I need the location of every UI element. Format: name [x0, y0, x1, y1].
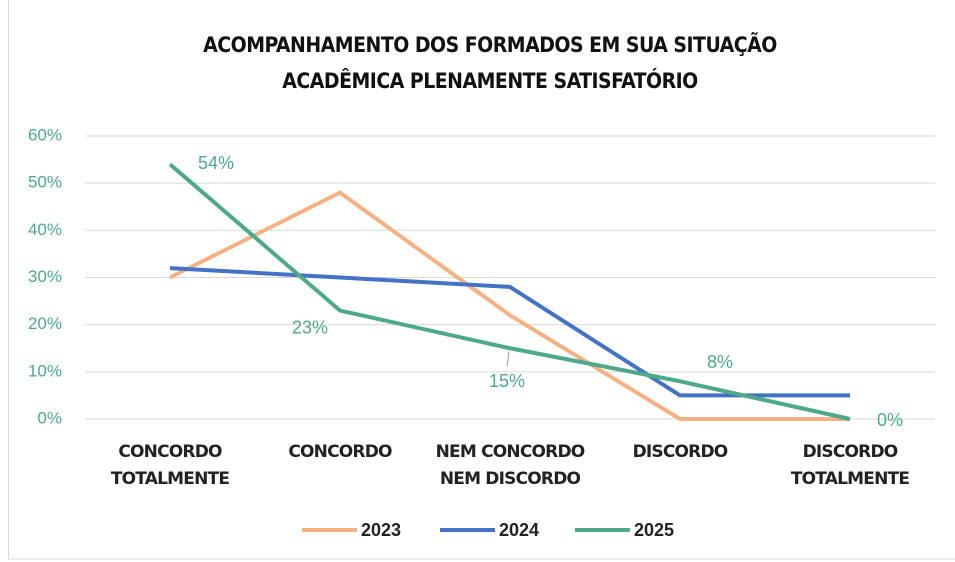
x-tick-label: TOTALMENTE [111, 469, 229, 489]
chart-title: ACADÊMICA PLENAMENTE SATISFATÓRIO [282, 68, 698, 93]
data-label: 0% [877, 410, 903, 430]
y-tick-label: 20% [28, 314, 62, 333]
data-label: 23% [292, 317, 328, 337]
leader-line [506, 351, 510, 367]
series-line [169, 190, 850, 421]
x-tick-label: DISCORDO [803, 442, 898, 462]
y-tick-label: 60% [28, 125, 62, 144]
y-tick-label: 40% [28, 220, 62, 239]
chart-title: ACOMPANHAMENTO DOS FORMADOS EM SUA SITUA… [203, 32, 777, 57]
x-tick-label: CONCORDO [118, 442, 222, 462]
y-tick-label: 10% [28, 361, 62, 380]
x-tick-label: CONCORDO [288, 442, 392, 462]
legend-label: 2025 [634, 520, 674, 540]
data-label: 54% [198, 153, 234, 173]
chart-frame [8, 0, 955, 560]
data-label: 8% [707, 352, 733, 372]
x-tick-label: NEM DISCORDO [440, 469, 581, 489]
x-tick-label: DISCORDO [633, 442, 728, 462]
series-line [168, 162, 851, 421]
legend-label: 2023 [361, 520, 401, 540]
x-tick-label: TOTALMENTE [791, 469, 909, 489]
legend-label: 2024 [499, 520, 539, 540]
y-tick-label: 30% [28, 267, 62, 286]
data-label: 15% [489, 371, 525, 391]
y-tick-label: 50% [28, 173, 62, 192]
y-tick-label: 0% [37, 408, 62, 427]
x-tick-label: NEM CONCORDO [436, 442, 585, 462]
